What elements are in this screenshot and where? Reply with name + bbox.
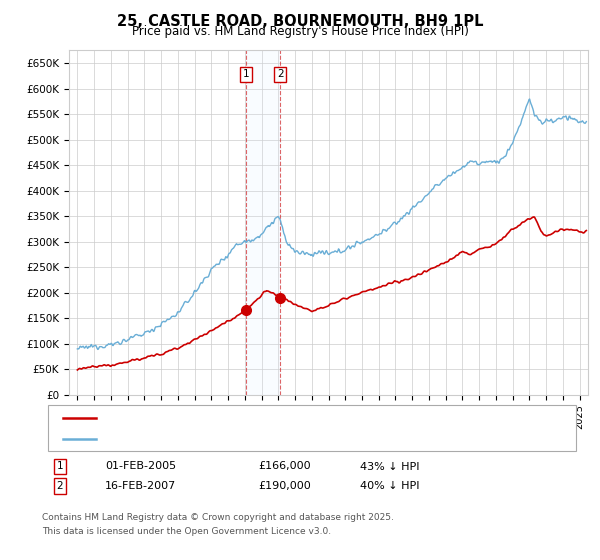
Text: Contains HM Land Registry data © Crown copyright and database right 2025.: Contains HM Land Registry data © Crown c… bbox=[42, 514, 394, 522]
Text: Price paid vs. HM Land Registry's House Price Index (HPI): Price paid vs. HM Land Registry's House … bbox=[131, 25, 469, 38]
Text: This data is licensed under the Open Government Licence v3.0.: This data is licensed under the Open Gov… bbox=[42, 528, 331, 536]
Text: 2: 2 bbox=[56, 481, 64, 491]
Text: 16-FEB-2007: 16-FEB-2007 bbox=[105, 481, 176, 491]
Bar bbox=[246, 50, 280, 395]
Text: 01-FEB-2005: 01-FEB-2005 bbox=[105, 461, 176, 472]
Text: 2: 2 bbox=[277, 69, 284, 80]
Text: HPI: Average price, detached house, Bournemouth Christchurch and Poole: HPI: Average price, detached house, Bour… bbox=[102, 435, 490, 444]
Text: 43% ↓ HPI: 43% ↓ HPI bbox=[360, 461, 419, 472]
Text: £190,000: £190,000 bbox=[258, 481, 311, 491]
Text: 40% ↓ HPI: 40% ↓ HPI bbox=[360, 481, 419, 491]
Text: 25, CASTLE ROAD, BOURNEMOUTH, BH9 1PL (detached house): 25, CASTLE ROAD, BOURNEMOUTH, BH9 1PL (d… bbox=[102, 413, 430, 423]
Text: 1: 1 bbox=[243, 69, 250, 80]
Text: £166,000: £166,000 bbox=[258, 461, 311, 472]
Text: 25, CASTLE ROAD, BOURNEMOUTH, BH9 1PL: 25, CASTLE ROAD, BOURNEMOUTH, BH9 1PL bbox=[117, 14, 483, 29]
Text: 1: 1 bbox=[56, 461, 64, 472]
